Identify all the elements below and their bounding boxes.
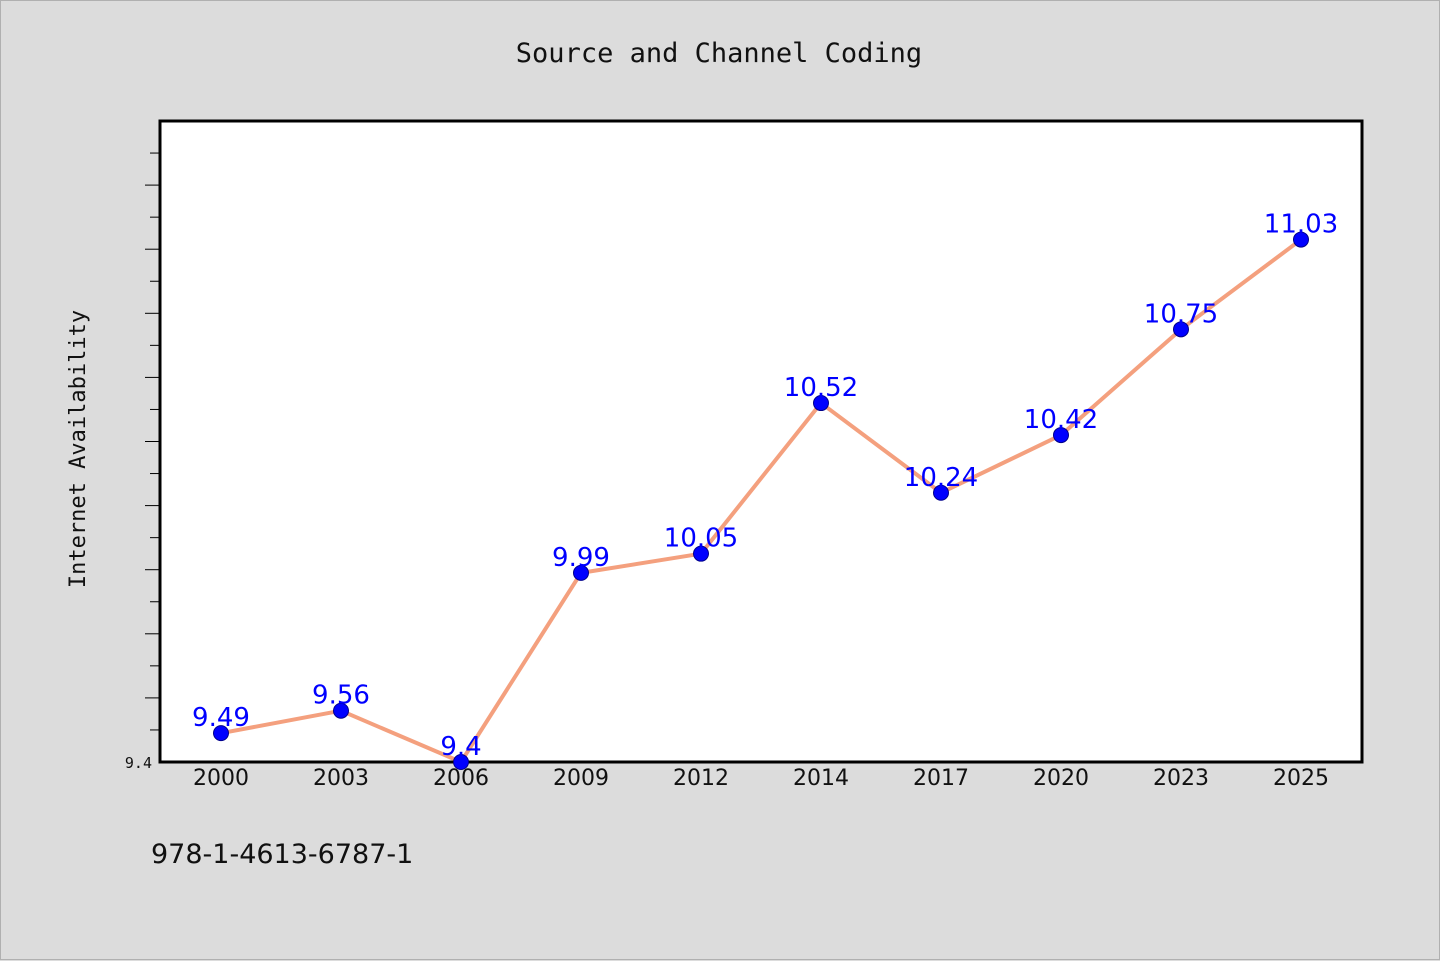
data-point-marker xyxy=(813,395,829,412)
data-point-marker xyxy=(213,725,229,742)
data-label: 9.4 xyxy=(440,732,481,762)
x-tick-label: 2012 xyxy=(673,766,729,791)
data-point-marker xyxy=(1173,321,1189,338)
data-label: 10.05 xyxy=(664,524,738,554)
data-label: 10.24 xyxy=(904,463,978,493)
series-line xyxy=(219,237,1303,764)
x-tick-label: 2014 xyxy=(793,766,849,791)
plot-area xyxy=(158,119,1364,764)
x-axis-ticks: 2000 2003 2006 2009 2012 2014 2017 2020 2023 2025 xyxy=(193,766,1329,791)
x-tick-label: 2009 xyxy=(553,766,609,791)
x-tick-label: 2006 xyxy=(433,766,489,791)
data-label: 9.99 xyxy=(552,543,610,573)
data-label: 10.75 xyxy=(1144,299,1218,329)
x-tick-label: 2017 xyxy=(913,766,969,791)
y-axis-label: Internet Availability xyxy=(66,310,91,588)
data-label: 10.42 xyxy=(1024,405,1098,435)
chart-title: Source and Channel Coding xyxy=(516,38,922,69)
data-point-marker xyxy=(333,702,349,719)
y-axis-ticks: 9.4 xyxy=(125,152,160,772)
y-tick-label: 9.4 xyxy=(125,754,152,772)
x-tick-label: 2003 xyxy=(313,766,369,791)
data-point-marker xyxy=(1293,231,1309,248)
data-label: 11.03 xyxy=(1264,210,1338,240)
x-tick-label: 2000 xyxy=(193,766,249,791)
data-point-marker xyxy=(693,545,709,562)
data-label: 9.56 xyxy=(312,681,370,711)
data-point-marker xyxy=(453,754,469,770)
x-tick-label: 2020 xyxy=(1033,766,1089,791)
data-markers xyxy=(213,231,1309,770)
x-tick-label: 2023 xyxy=(1153,766,1209,791)
data-point-marker xyxy=(1053,427,1069,444)
data-label: 9.49 xyxy=(192,703,250,733)
footnote-isbn: 978-1-4613-6787-1 xyxy=(151,839,413,870)
data-label: 10.52 xyxy=(784,373,858,403)
data-point-marker xyxy=(573,564,589,581)
data-labels: 9.49 9.56 9.4 9.99 10.05 10.52 10.24 10.42 10.75… xyxy=(192,210,1338,762)
data-point-marker xyxy=(933,484,949,501)
x-tick-label: 2025 xyxy=(1273,766,1329,791)
